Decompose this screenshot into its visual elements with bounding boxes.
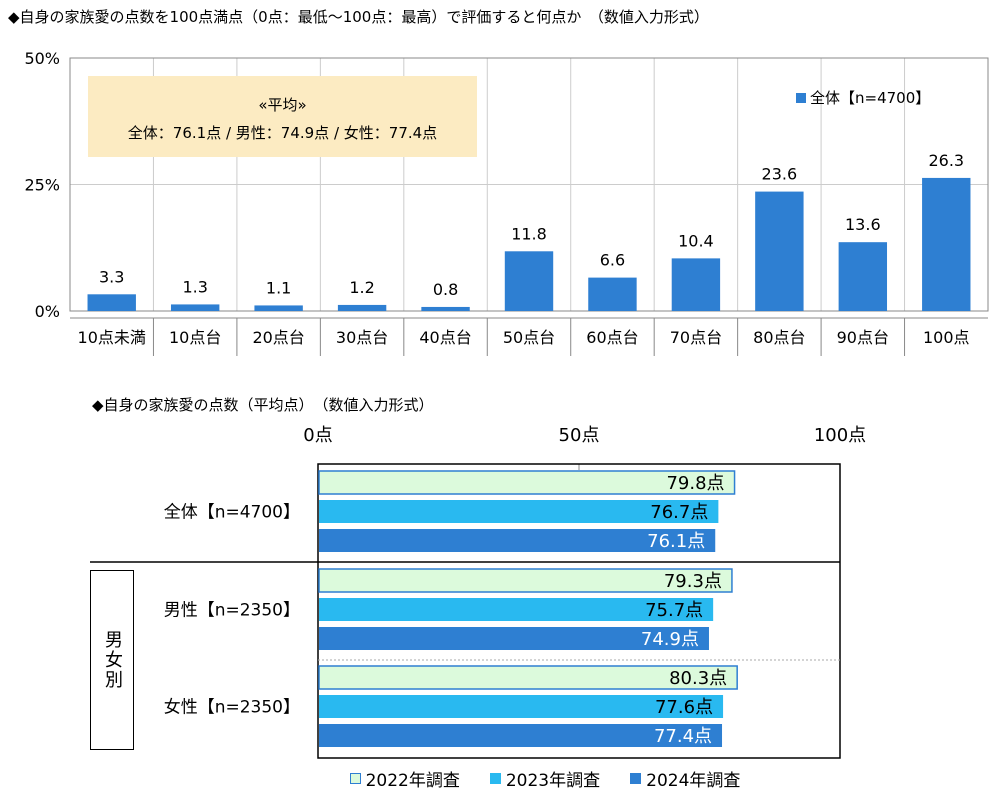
bar-20点台 [254, 305, 303, 311]
bar-2024年調査 [319, 529, 716, 552]
legend-label: 全体【n=4700】 [810, 89, 931, 107]
bar-value-label: 10.4 [678, 231, 714, 250]
chart1-title: ◆自身の家族愛の点数を100点満点（0点：最低～100点：最高）で評価すると何点… [8, 8, 709, 26]
bar-30点台 [337, 304, 387, 311]
x-tick-label: 60点台 [586, 328, 638, 347]
bar-10点未満 [87, 294, 136, 311]
bar-40点台 [421, 306, 470, 311]
x-tick-label: 20点台 [252, 328, 304, 347]
x-tick-label: 30点台 [336, 328, 388, 347]
row-label: 女性【n=2350】 [164, 698, 300, 718]
legend-item: 2024年調査 [630, 766, 740, 791]
x-tick-label: 100点 [923, 328, 970, 347]
bar-value-label: 6.6 [600, 251, 625, 270]
average-heading: «平均» [258, 96, 307, 114]
bar-value-label: 1.3 [182, 277, 207, 296]
legend-item: 2023年調査 [489, 766, 601, 791]
bar-value-label: 77.4点 [654, 726, 712, 747]
bar-2023年調査 [319, 500, 719, 523]
bar-value-label: 26.3 [928, 151, 964, 170]
bar-80点台 [755, 191, 804, 311]
x-tick-label: 10点台 [169, 328, 221, 347]
y-tick-label: 25% [24, 176, 60, 195]
row-label: 男性【n=2350】 [164, 601, 300, 621]
bar-value-label: 75.7点 [645, 600, 703, 621]
bar-70点台 [671, 258, 721, 311]
chart2-title: ◆自身の家族愛の点数（平均点） （数値入力形式） [92, 396, 434, 414]
bar-50点台 [504, 251, 554, 311]
bar-value-label: 11.8 [511, 224, 547, 243]
row-label: 全体【n=4700】 [164, 503, 300, 523]
bar-2024年調査 [319, 724, 723, 747]
bar-value-label: 76.1点 [647, 531, 705, 552]
bar-2023年調査 [319, 598, 714, 621]
bar-value-label: 80.3点 [669, 668, 727, 689]
gender-group-text: 男女別 [102, 630, 123, 690]
bar-2022年調査 [318, 470, 736, 495]
bar-10点台 [170, 304, 220, 311]
bar-2022年調査 [318, 568, 733, 593]
bar-60点台 [588, 277, 637, 311]
bar-value-label: 77.6点 [655, 697, 713, 718]
legend-swatch [349, 773, 361, 784]
x-tick-label: 0点 [303, 425, 332, 446]
legend-swatch [796, 92, 806, 103]
chart1-legend: 全体【n=4700】 [796, 87, 930, 108]
y-tick-label: 50% [24, 49, 60, 68]
bar-value-label: 3.3 [99, 267, 124, 286]
x-tick-label: 50点台 [503, 328, 555, 347]
bar-90点台 [838, 242, 888, 311]
bar-2024年調査 [319, 627, 709, 650]
bar-100点 [922, 177, 971, 311]
x-tick-label: 70点台 [670, 328, 722, 347]
x-tick-label: 40点台 [419, 328, 471, 347]
legend-label: 2022年調査 [365, 771, 460, 791]
bar-value-label: 79.3点 [664, 571, 722, 592]
plot-frame [317, 463, 841, 759]
legend-item: 2022年調査 [349, 766, 460, 791]
bar-value-label: 74.9点 [641, 629, 699, 650]
distribution-bar-chart: 0% 25% 50% 3.3 1.3 1.1 1.2 0.8 11.8 6.6 10.4 23.6 13… [24, 49, 989, 356]
legend-label: 2024年調査 [646, 771, 741, 791]
legend-label: 2023年調査 [505, 771, 601, 791]
x-tick-label: 80点台 [753, 328, 805, 347]
gender-group-label: 男女別 [90, 570, 134, 750]
x-tick-label: 100点 [814, 425, 866, 446]
bar-2022年調査 [318, 665, 738, 690]
bar-2023年調査 [319, 695, 724, 718]
bar-value-label: 76.7点 [650, 502, 708, 523]
bar-value-label: 0.8 [433, 280, 458, 299]
bar-value-label: 1.2 [349, 278, 374, 297]
bar-value-label: 1.1 [266, 278, 291, 297]
x-tick-label: 90点台 [837, 328, 889, 347]
legend-swatch [489, 773, 501, 784]
x-tick-label: 50点 [559, 425, 600, 446]
bar-value-label: 13.6 [845, 215, 881, 234]
average-box: «平均» 全体：76.1点 / 男性：74.9点 / 女性：77.4点 [88, 76, 477, 157]
x-tick-label: 10点未満 [78, 328, 146, 347]
legend-swatch [630, 773, 642, 784]
bar-value-label: 79.8点 [666, 473, 724, 494]
bar-value-label: 23.6 [762, 165, 798, 184]
chart2-legend: 2022年調査 2023年調査 2024年調査 [0, 766, 1000, 791]
average-values: 全体：76.1点 / 男性：74.9点 / 女性：77.4点 [127, 124, 438, 142]
y-tick-label: 0% [35, 302, 60, 321]
